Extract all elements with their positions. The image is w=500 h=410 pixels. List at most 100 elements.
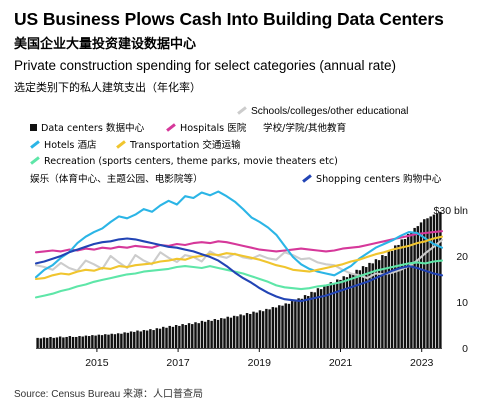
data-center-bar (46, 337, 49, 348)
data-center-bar (178, 325, 181, 348)
data-center-bar (142, 330, 146, 348)
data-center-bar (352, 273, 355, 348)
legend-schools-cn: 学校/学院/其他教育 (263, 123, 347, 134)
data-center-bar (435, 213, 439, 348)
chart-subtitle-cn: 选定类别下的私人建筑支出（年化率） (14, 81, 201, 94)
data-center-bar (287, 303, 291, 348)
data-center-bar (91, 335, 94, 348)
data-center-bar (136, 330, 139, 348)
data-center-bar (307, 296, 310, 348)
data-center-bar (313, 292, 316, 348)
data-center-bar (348, 273, 352, 348)
data-center-bar (145, 330, 149, 348)
data-center-bar (52, 337, 55, 348)
data-center-bar (39, 338, 43, 348)
data-center-bar (300, 298, 304, 348)
data-center-bar (406, 233, 410, 348)
data-center-bar (68, 336, 72, 348)
legend-schools: Schools/colleges/other educational (237, 106, 408, 118)
data-center-bar (184, 325, 188, 348)
legend-label-schools: Schools/colleges/other educational (251, 106, 409, 117)
data-center-bar (187, 323, 191, 348)
legend-hotels: Hotels 酒店 (30, 140, 97, 152)
data-center-bar (394, 245, 397, 348)
data-center-bar (49, 336, 52, 348)
data-center-bar (207, 319, 210, 348)
data-center-bar (268, 309, 271, 348)
data-center-bar (213, 319, 217, 348)
data-center-bar (323, 285, 326, 348)
data-center-bar (220, 318, 223, 348)
data-center-bar (165, 327, 168, 348)
series-lines (34, 190, 444, 303)
data-center-bar (223, 318, 226, 348)
data-center-bar (104, 334, 107, 348)
data-center-bar (75, 336, 78, 348)
x-tick-label: 2017 (166, 357, 190, 369)
data-center-bar (87, 336, 91, 348)
data-center-bar (419, 222, 423, 348)
legend-label-data-centers: Data centers 数据中心 (41, 123, 145, 134)
data-center-bar (439, 211, 442, 348)
data-center-bar (416, 226, 420, 348)
data-center-bar (310, 291, 313, 348)
data-center-bar (107, 334, 110, 348)
data-center-bar (120, 333, 123, 348)
data-center-bar (155, 328, 159, 348)
y-tick-label: 10 (456, 297, 468, 309)
data-center-bar (336, 279, 339, 348)
data-center-bar (261, 311, 265, 348)
data-center-bar (339, 279, 342, 348)
data-center-bar (113, 334, 117, 348)
data-center-bar (78, 336, 81, 348)
legend-transportation: Transportation 交通运输 (116, 140, 241, 152)
data-center-bar (426, 218, 429, 348)
legend-label-recreation: Recreation (sports centers, theme parks,… (44, 156, 338, 167)
data-center-bar (278, 305, 281, 348)
data-center-bar (342, 276, 345, 348)
legend-hospitals: Hospitals 医院 (166, 123, 246, 135)
legend-recreation-cn: 娱乐（体育中心、主题公园、电影院等） (30, 174, 203, 185)
legend-label-hotels: Hotels 酒店 (44, 140, 97, 151)
data-center-bar (403, 238, 407, 348)
data-center-bar (191, 324, 194, 348)
data-center-bar (374, 259, 378, 348)
y-tick-label: $30 bln (434, 205, 469, 217)
data-center-bar (42, 337, 46, 348)
data-center-bar (316, 288, 320, 348)
legend-label-shopping: Shopping centers 购物中心 (316, 174, 442, 185)
data-center-bar (65, 336, 68, 348)
data-center-bar (171, 326, 175, 348)
data-center-bar (345, 277, 349, 348)
data-center-bar (397, 244, 400, 348)
data-center-bar (390, 250, 394, 348)
data-center-bar (194, 322, 197, 348)
data-center-bar (197, 323, 200, 348)
data-center-bar (123, 332, 126, 348)
data-center-bar (290, 301, 294, 348)
data-center-bar (249, 313, 252, 348)
legend-shopping: Shopping centers 购物中心 (302, 174, 441, 186)
data-center-bar (126, 332, 130, 348)
data-center-bar (258, 310, 262, 348)
data-center-bar (162, 326, 165, 348)
series-line-recreation (34, 259, 444, 299)
data-center-bar (216, 319, 220, 348)
data-center-bar (181, 324, 184, 348)
data-center-bar (400, 239, 403, 348)
legend-swatch-data-centers (30, 124, 37, 131)
data-center-bar (203, 321, 207, 348)
data-center-bar (232, 315, 236, 348)
series-line-hotels (34, 190, 444, 279)
data-center-bar (432, 214, 436, 348)
x-tick-label: 2015 (85, 357, 109, 369)
data-center-bar (377, 260, 381, 348)
data-center-bar (297, 298, 300, 348)
data-center-bar (116, 333, 120, 348)
data-center-bar (94, 335, 97, 348)
data-center-bar (368, 262, 371, 348)
data-center-bar (58, 336, 62, 348)
data-center-bar (384, 256, 387, 348)
